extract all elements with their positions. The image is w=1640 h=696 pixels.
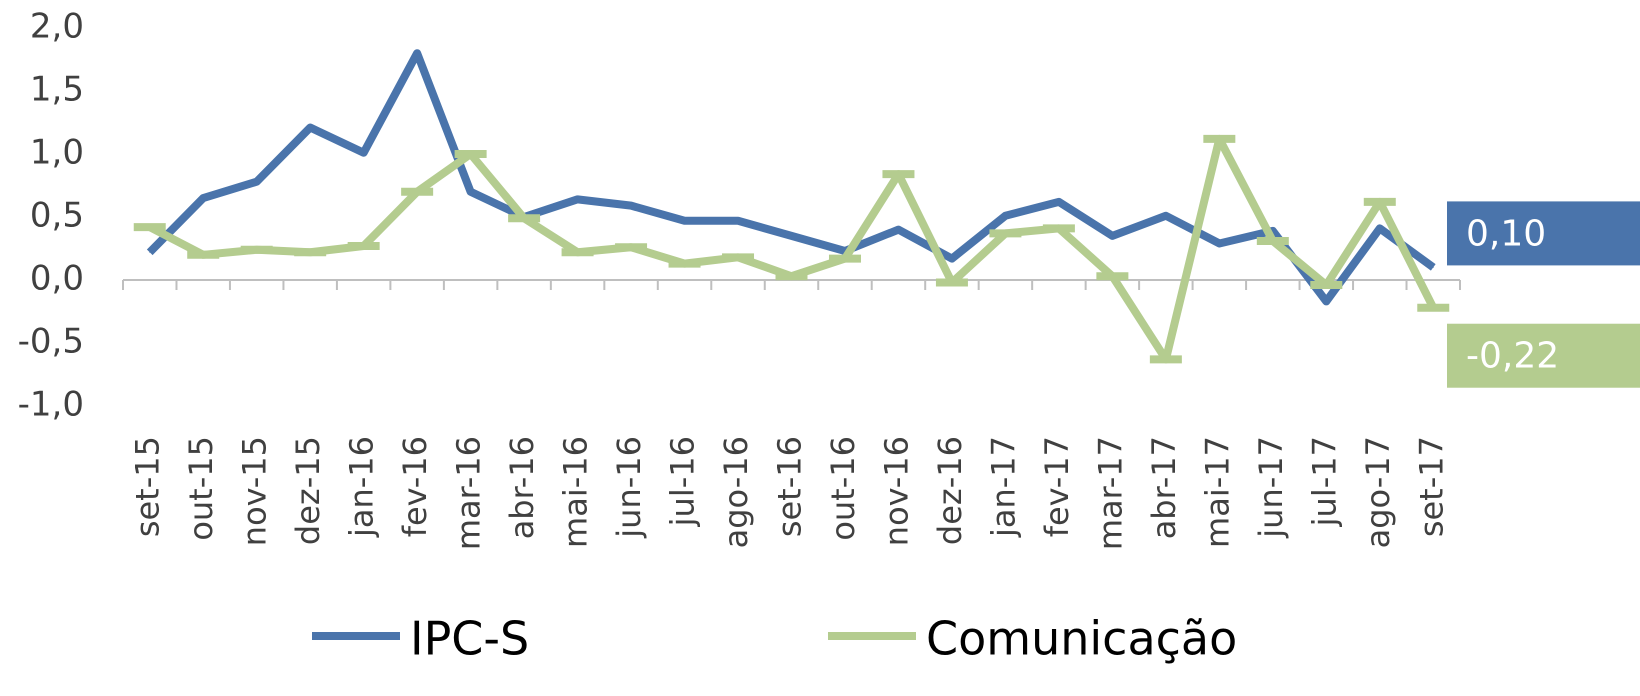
point-marker: [1111, 235, 1113, 237]
x-tick-label: nov-16: [877, 436, 915, 546]
point-marker: [202, 197, 204, 199]
x-tick-label: dez-16: [931, 436, 969, 545]
point-marker: [1058, 201, 1060, 203]
point-marker: [416, 52, 418, 54]
y-tick-label: 1,0: [30, 133, 84, 173]
legend-label: IPC-S: [410, 612, 529, 666]
x-tick-label: nov-15: [236, 436, 274, 546]
x-tick-label: set-17: [1412, 436, 1450, 537]
point-marker: [791, 235, 792, 237]
y-tick-label: -1,0: [18, 385, 84, 425]
y-tick-label: 0,0: [30, 259, 84, 299]
legend-label: Comunicação: [926, 612, 1237, 666]
x-tick-label: mai-16: [557, 436, 595, 548]
point-marker: [684, 220, 686, 222]
point-marker: [309, 127, 311, 129]
value-label-box: [1447, 201, 1640, 266]
point-marker: [951, 258, 953, 260]
x-tick-label: set-15: [129, 436, 167, 537]
y-tick-label: 1,5: [30, 70, 84, 110]
x-tick-label: abr-16: [503, 436, 541, 539]
x-tick-label: fev-16: [396, 436, 434, 537]
x-tick-label: jun-16: [610, 436, 648, 539]
x-tick-label: out-16: [824, 436, 862, 541]
x-tick-label: jan-16: [343, 436, 381, 538]
x-tick-label: ago-16: [717, 436, 755, 548]
x-tick-label: jan-17: [984, 436, 1022, 538]
point-marker: [577, 198, 579, 200]
y-tick-label: -0,5: [18, 322, 84, 362]
y-tick-label: 0,5: [30, 196, 84, 236]
point-marker: [897, 229, 899, 231]
x-tick-label: mar-16: [450, 436, 488, 550]
x-tick-label: fev-17: [1038, 436, 1076, 537]
x-tick-label: jun-17: [1252, 436, 1290, 539]
x-tick-label: mar-17: [1091, 436, 1129, 550]
point-marker: [470, 191, 472, 193]
value-label-box: [1447, 323, 1640, 388]
point-marker: [363, 152, 365, 154]
value-label: -0,22: [1466, 336, 1559, 377]
point-marker: [1218, 242, 1220, 244]
point-marker: [1165, 215, 1167, 217]
point-marker: [1432, 266, 1434, 268]
point-marker: [256, 181, 258, 183]
point-marker: [630, 205, 632, 207]
point-marker: [1325, 300, 1327, 302]
x-tick-label: jul-16: [664, 436, 702, 527]
x-tick-label: abr-17: [1145, 436, 1183, 539]
x-tick-label: mai-17: [1198, 436, 1236, 548]
x-tick-label: dez-15: [289, 436, 327, 545]
x-tick-label: jul-17: [1305, 436, 1343, 527]
point-marker: [149, 251, 151, 253]
point-marker: [737, 220, 739, 222]
point-marker: [1004, 215, 1006, 217]
x-tick-label: ago-17: [1359, 436, 1397, 548]
series-line: [147, 134, 1437, 364]
x-tick-label: set-16: [771, 436, 809, 537]
x-tick-label: out-15: [182, 436, 220, 541]
value-label: 0,10: [1466, 213, 1546, 254]
point-marker: [1379, 227, 1381, 229]
point-marker: [1272, 230, 1274, 232]
y-tick-label: 2,0: [30, 7, 84, 47]
